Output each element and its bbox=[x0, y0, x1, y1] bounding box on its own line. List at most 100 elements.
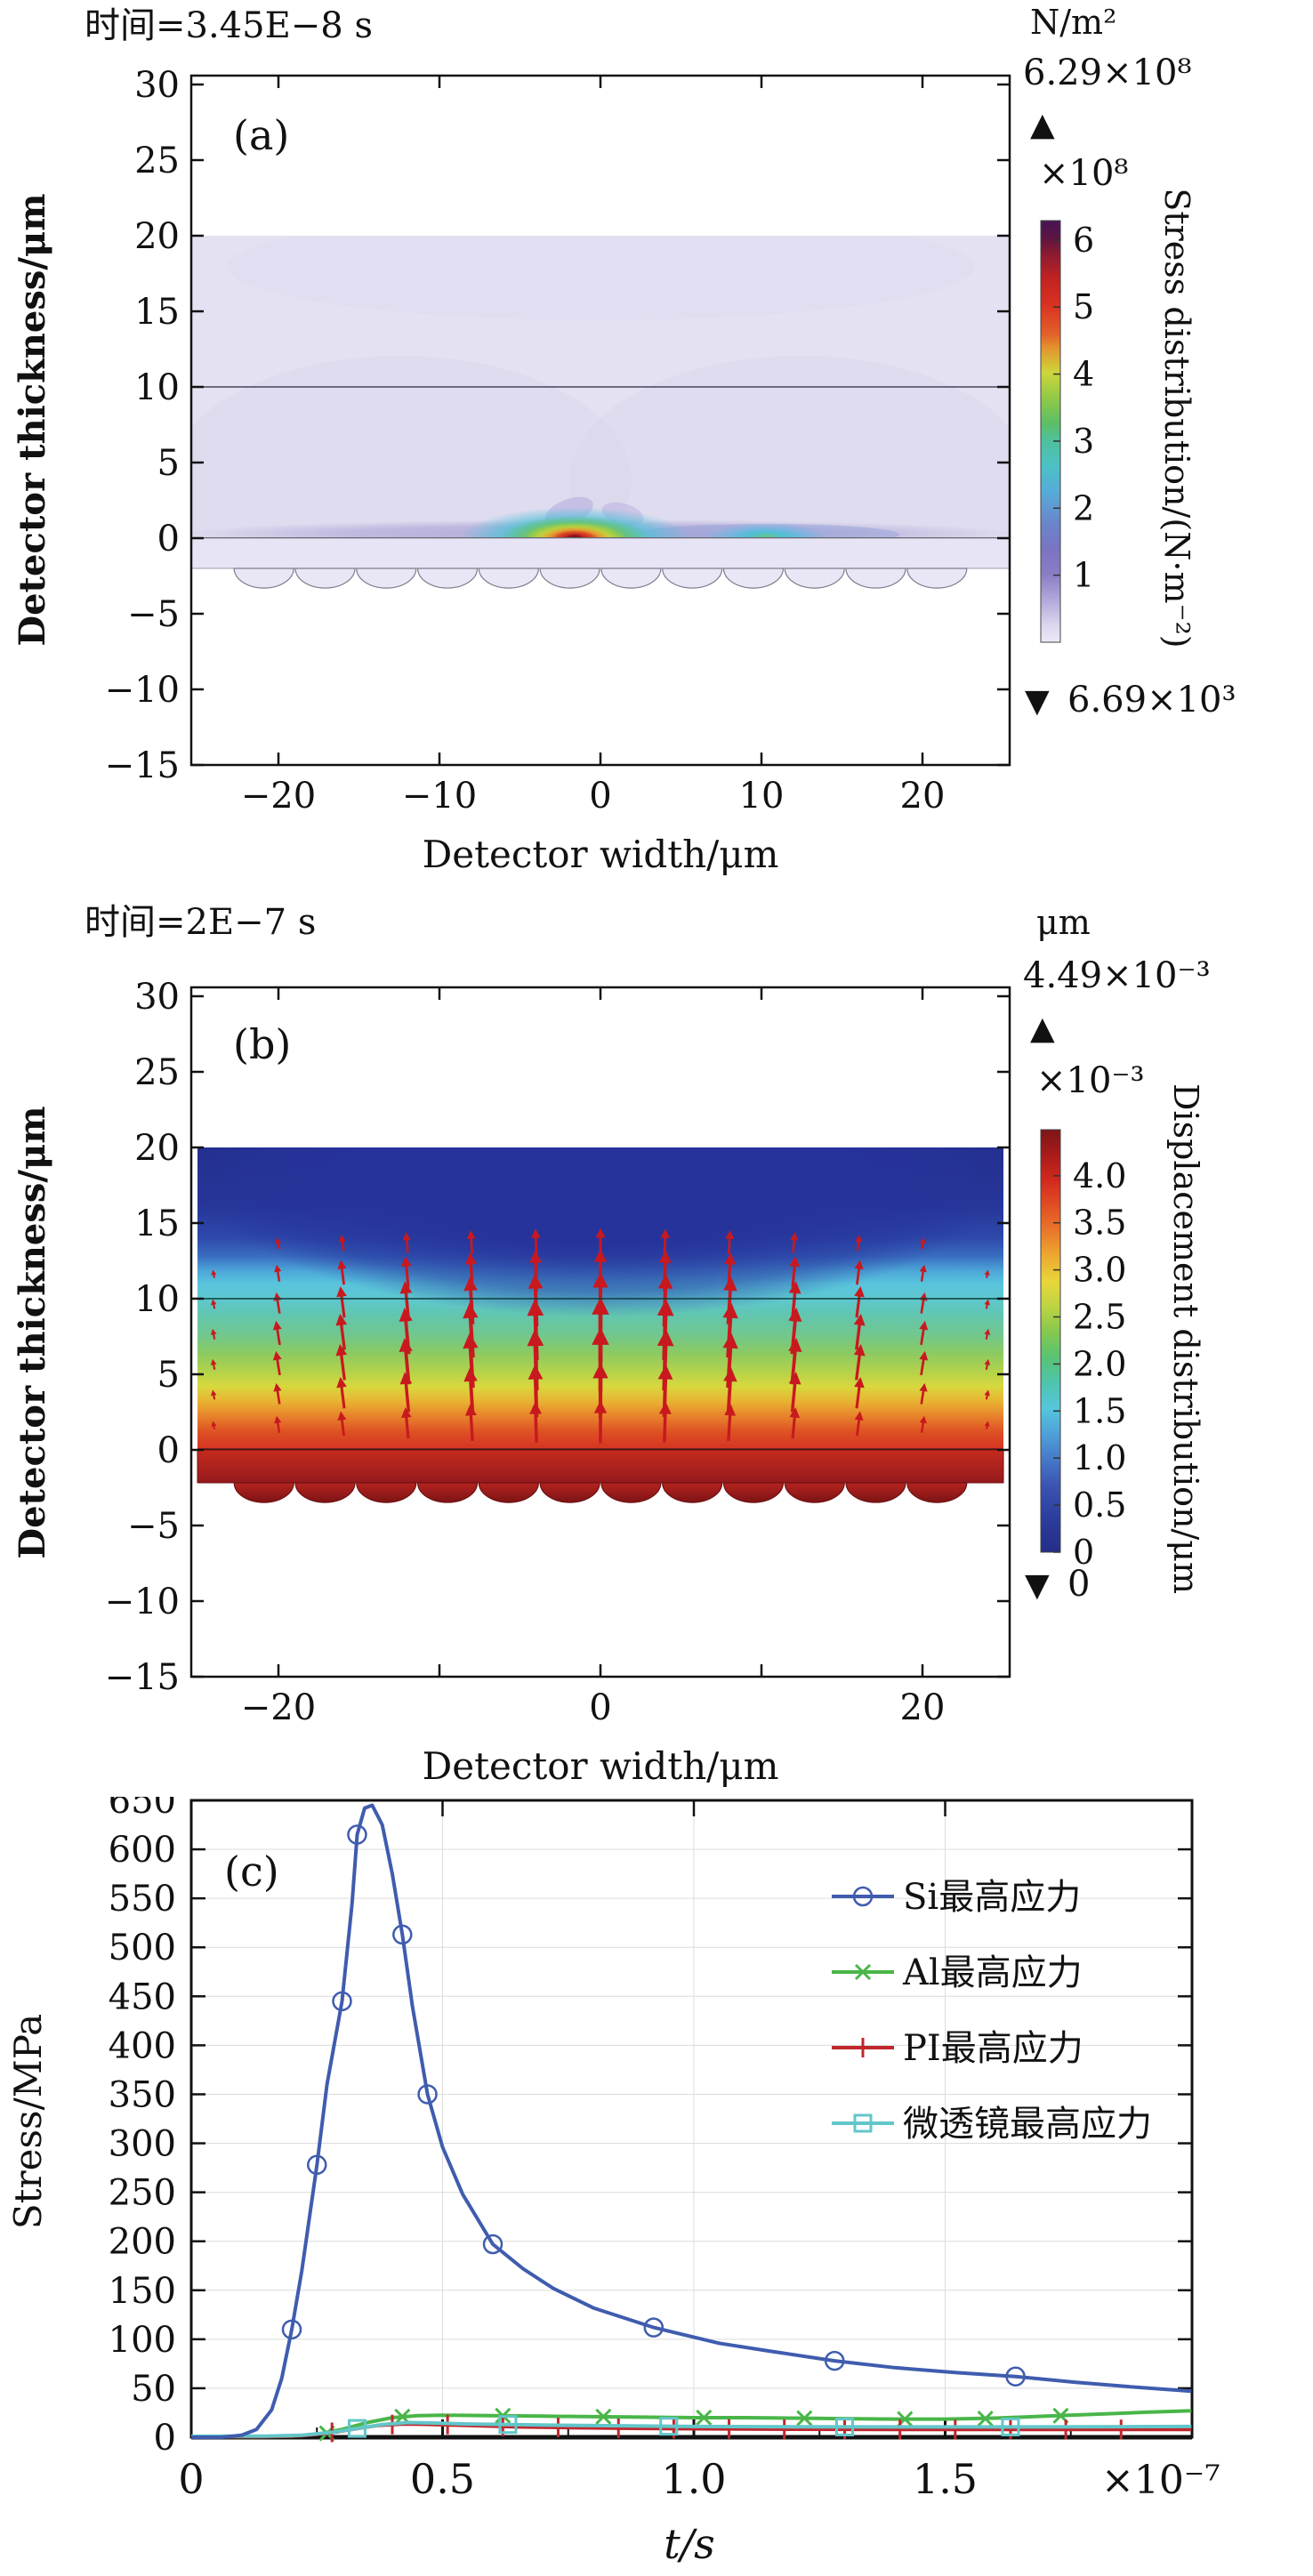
y-tick-label: 500 bbox=[109, 1928, 176, 1968]
y-tick-label: 50 bbox=[131, 2369, 176, 2410]
colorbar-tick-label: 2.0 bbox=[1073, 1344, 1126, 1383]
microlens-bump bbox=[600, 568, 662, 589]
stress-hotspot-secondary bbox=[704, 523, 828, 538]
legend-item-2: Al最高应力 bbox=[832, 1952, 1083, 1993]
colorbar-max-value: 6.29×10⁸ bbox=[1023, 52, 1192, 93]
y-tick-label: 25 bbox=[134, 141, 180, 181]
series-1 bbox=[191, 1803, 1192, 2439]
pi-layer-strip bbox=[190, 537, 1011, 569]
panel-b-displacement-map: 时间=2E−7 s 30 25 20 15 10 5 0 −5 −10 −15 −20 0 20 μm … bbox=[12, 902, 1211, 1788]
y-tick-label: 200 bbox=[109, 2222, 176, 2263]
microlens-bump bbox=[600, 1482, 662, 1503]
stress-map bbox=[190, 236, 1011, 589]
y-tick-label: 0 bbox=[157, 1430, 180, 1471]
y-tick-label: −15 bbox=[105, 1657, 180, 1698]
microlens-bump bbox=[662, 1482, 723, 1503]
colorbar-tick-label: 3 bbox=[1073, 422, 1094, 461]
x-tick-label: 20 bbox=[900, 1687, 946, 1728]
y-tick-label: 400 bbox=[109, 2025, 176, 2066]
x-tick-label: 0 bbox=[589, 1687, 611, 1728]
panel-a-title: 时间=3.45E−8 s bbox=[85, 5, 373, 46]
x-tick-label: −10 bbox=[402, 776, 477, 817]
microlens-bump bbox=[416, 568, 479, 589]
y-tick-label: 20 bbox=[134, 216, 180, 257]
legend-label: Al最高应力 bbox=[902, 1952, 1083, 1993]
colorbar-tick-label: 0.5 bbox=[1073, 1485, 1126, 1525]
colorbar-title-b: Displacement distribution/μm bbox=[1166, 1083, 1205, 1594]
legend-item-1: Si最高应力 bbox=[832, 1877, 1081, 1918]
x-tick-label: 20 bbox=[900, 776, 946, 817]
y-tick-label: 30 bbox=[134, 65, 180, 106]
y-tick-label: 5 bbox=[157, 443, 180, 484]
y-tick-label: 100 bbox=[109, 2320, 176, 2361]
colorbar-scale: ×10⁸ bbox=[1039, 153, 1128, 194]
microlens-array-b bbox=[233, 1482, 968, 1503]
colorbar-tick-label: 2 bbox=[1073, 488, 1094, 527]
stress-hotspot-primary bbox=[459, 507, 690, 538]
legend-item-3: PI最高应力 bbox=[832, 2028, 1083, 2069]
legend-label: 微透镜最高应力 bbox=[903, 2104, 1152, 2145]
y-tick-label: 30 bbox=[134, 977, 180, 1018]
microlens-bump bbox=[233, 568, 294, 589]
y-tick-label: −5 bbox=[127, 1506, 180, 1547]
colorbar-min-value-b: 0 bbox=[1067, 1564, 1090, 1605]
microlens-bump bbox=[784, 568, 845, 589]
colorbar-tick-label: 3.0 bbox=[1073, 1251, 1126, 1290]
y-tick-label: 250 bbox=[109, 2173, 176, 2214]
x-axis-label-a: Detector width/μm bbox=[423, 833, 779, 876]
x-tick-label: −20 bbox=[241, 776, 316, 817]
microlens-bump bbox=[845, 1482, 906, 1503]
colorbar-max-value-b: 4.49×10⁻³ bbox=[1023, 955, 1211, 996]
y-tick-label: 10 bbox=[134, 367, 180, 408]
y-tick-label: 15 bbox=[134, 1203, 180, 1244]
microlens-bump bbox=[478, 568, 539, 589]
colorbar-tick-label: 1.0 bbox=[1073, 1438, 1126, 1477]
microlens-bump bbox=[416, 1482, 479, 1503]
colorbar-tick-label: 1 bbox=[1073, 556, 1094, 595]
microlens-bump bbox=[906, 568, 968, 589]
y-tick-label: 550 bbox=[109, 1879, 176, 1920]
y-tick-label: 0 bbox=[157, 519, 180, 559]
legend-label: PI最高应力 bbox=[903, 2028, 1083, 2069]
axis-ticks-a: 30 25 20 15 10 5 0 −5 −10 −15 −20 −10 0 10 20 bbox=[105, 65, 1010, 817]
axis-ticks-b: 30 25 20 15 10 5 0 −5 −10 −15 −20 0 20 bbox=[105, 977, 1010, 1728]
legend-item-4: 微透镜最高应力 bbox=[832, 2104, 1152, 2145]
max-triangle-icon-b: ▲ bbox=[1030, 1010, 1055, 1047]
min-triangle-icon: ▼ bbox=[1025, 683, 1050, 720]
colorbar-b: μm 4.49×10⁻³ ▲ ×10⁻³ 4.0 3.5 3.0 2.5 2.0 1.5 1… bbox=[1023, 903, 1211, 1605]
microlens-bump bbox=[539, 568, 600, 589]
y-tick-label: 150 bbox=[109, 2271, 176, 2312]
displacement-vector-arrows bbox=[210, 1228, 991, 1444]
y-tick-label: −10 bbox=[105, 1582, 180, 1622]
colorbar-tick-label: 5 bbox=[1073, 287, 1094, 326]
y-tick-label: 450 bbox=[109, 1976, 176, 2017]
microlens-bump bbox=[233, 1482, 294, 1503]
y-tick-label: 25 bbox=[134, 1052, 180, 1093]
panel-b-label: (b) bbox=[233, 1020, 291, 1068]
microlens-bump bbox=[784, 1482, 845, 1503]
chart-gridlines bbox=[191, 1800, 1192, 2437]
chart-series bbox=[190, 1803, 1192, 2443]
microlens-array bbox=[233, 568, 968, 589]
series-4 bbox=[190, 2415, 1192, 2438]
colorbar-a: N/m² 6.29×10⁸ ▲ ×10⁸ 6 5 4 3 2 1 ▼ 6.69×10³ S… bbox=[1023, 3, 1236, 720]
microlens-bump bbox=[294, 568, 356, 589]
colorbar-tick-label: 3.5 bbox=[1073, 1203, 1126, 1243]
y-tick-label: 15 bbox=[134, 292, 180, 333]
colorbar-scale-b: ×10⁻³ bbox=[1036, 1060, 1145, 1101]
microlens-bump bbox=[294, 1482, 356, 1503]
panel-c-stress-vs-time-chart: 0 50 100 150 200 250 300 350 400 450 500 550 600 650 0… bbox=[6, 1797, 1220, 2568]
microlens-bump bbox=[478, 1482, 539, 1503]
colorbar-tick-label: 4.0 bbox=[1073, 1156, 1126, 1195]
y-tick-label: −15 bbox=[105, 745, 180, 786]
legend-label: Si最高应力 bbox=[903, 1877, 1081, 1918]
y-tick-label: 20 bbox=[134, 1128, 180, 1169]
panel-a-label: (a) bbox=[233, 111, 289, 159]
panel-b-title: 时间=2E−7 s bbox=[85, 902, 316, 943]
y-tick-label: 350 bbox=[109, 2074, 176, 2115]
colorbar-min-value: 6.69×10³ bbox=[1067, 680, 1236, 720]
x-tick-label: 1.0 bbox=[661, 2455, 726, 2503]
microlens-bump bbox=[662, 568, 723, 589]
colorbar-tick-label: 1.5 bbox=[1073, 1391, 1126, 1430]
microlens-bump bbox=[722, 1482, 785, 1503]
